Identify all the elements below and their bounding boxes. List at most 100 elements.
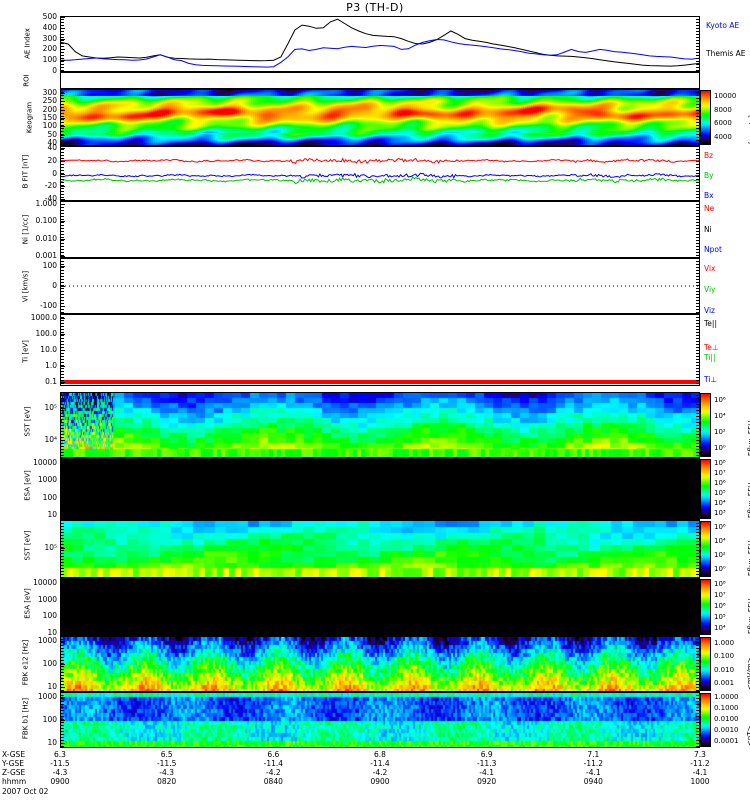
minor-tick <box>61 401 64 402</box>
ytick-keogram-5: 50 <box>47 129 57 139</box>
minor-tick <box>61 312 64 313</box>
minor-tick <box>61 491 64 492</box>
x-tick-hhmm-3: 0900 <box>370 777 390 786</box>
minor-tick <box>696 380 699 381</box>
minor-tick <box>696 237 699 238</box>
minor-tick <box>61 419 64 420</box>
minor-tick <box>61 626 64 627</box>
bfit-bz <box>61 157 699 165</box>
ytick-ni-2: 0.010 <box>35 233 57 243</box>
colorbar-fbk-b1 <box>700 693 711 747</box>
minor-tick <box>696 22 699 23</box>
tick-line <box>60 118 65 119</box>
minor-tick <box>61 201 64 202</box>
minor-tick <box>696 49 699 50</box>
minor-tick <box>61 371 64 372</box>
minor-tick <box>696 362 699 363</box>
panel-roi <box>60 72 700 89</box>
legend-vix: Vix <box>704 264 716 273</box>
minor-tick <box>61 134 64 135</box>
minor-tick <box>696 678 699 679</box>
tick-line <box>60 583 65 584</box>
minor-tick <box>61 743 64 744</box>
tick-line <box>60 616 65 618</box>
tick-line <box>60 408 65 409</box>
minor-tick <box>696 276 699 277</box>
minor-tick <box>61 297 64 298</box>
minor-tick <box>61 550 64 551</box>
x-tick-hhmm-0: 0900 <box>50 777 70 786</box>
minor-tick <box>696 494 699 495</box>
minor-tick <box>61 398 64 399</box>
legend-te-par: Te|| <box>704 319 717 328</box>
minor-tick <box>696 464 699 465</box>
x-tick-z_gse-0: -4.3 <box>52 768 68 777</box>
tick-line <box>60 463 65 464</box>
minor-tick <box>696 544 699 545</box>
minor-tick <box>696 746 699 747</box>
minor-tick <box>696 437 699 438</box>
minor-tick <box>696 110 699 111</box>
minor-tick <box>696 185 699 186</box>
minor-tick <box>696 596 699 597</box>
minor-tick <box>696 279 699 280</box>
minor-tick <box>696 500 699 501</box>
minor-tick <box>696 731 699 732</box>
minor-tick <box>696 512 699 513</box>
minor-tick <box>61 538 64 539</box>
minor-tick <box>61 482 64 483</box>
minor-tick <box>61 204 64 205</box>
minor-tick <box>696 350 699 351</box>
x-axis-row-label-2: Z-GSE <box>2 768 26 777</box>
minor-tick <box>61 590 64 591</box>
minor-tick <box>61 225 64 226</box>
minor-tick <box>61 562 64 563</box>
minor-tick <box>696 485 699 486</box>
minor-tick <box>61 188 64 189</box>
minor-tick <box>696 488 699 489</box>
bfit-by <box>61 176 699 185</box>
minor-tick <box>61 213 64 214</box>
minor-tick <box>61 267 64 268</box>
minor-tick <box>696 201 699 202</box>
minor-tick <box>696 687 699 688</box>
minor-tick <box>61 31 64 32</box>
minor-tick <box>61 446 64 447</box>
minor-tick <box>696 713 699 714</box>
minor-tick <box>61 95 64 96</box>
legend-themis-ae: Themis AE <box>706 49 746 58</box>
minor-tick <box>61 710 64 711</box>
cbtick-keogram-3: 4000 <box>714 133 732 142</box>
minor-tick <box>61 273 64 274</box>
tick-line <box>60 720 65 721</box>
minor-tick <box>61 282 64 283</box>
x-tick-y_gse-4: -11.3 <box>476 759 497 768</box>
minor-tick <box>61 131 64 132</box>
minor-tick <box>696 58 699 59</box>
ytick-ti-0: 1000.0 <box>30 313 57 322</box>
cbtick-sst-e-1: 10⁴ <box>714 412 726 420</box>
ytick-ni-0: 1.000 <box>35 199 57 208</box>
minor-tick <box>61 734 64 735</box>
minor-tick <box>696 28 699 29</box>
ytick-ae-1: 400 <box>42 22 57 32</box>
cbtick-sst-i-2: 10² <box>714 551 726 559</box>
minor-tick <box>61 473 64 474</box>
minor-tick <box>696 407 699 408</box>
minor-tick <box>61 216 64 217</box>
minor-tick <box>696 92 699 93</box>
minor-tick <box>61 413 64 414</box>
minor-tick <box>696 681 699 682</box>
x-tick-z_gse-1: -4.3 <box>159 768 174 777</box>
minor-tick <box>696 518 699 519</box>
minor-tick <box>61 556 64 557</box>
x-tick-z_gse-4: -4.1 <box>479 768 494 777</box>
minor-tick <box>696 267 699 268</box>
minor-tick <box>61 669 64 670</box>
minor-tick <box>696 306 699 307</box>
minor-tick <box>696 356 699 357</box>
minor-tick <box>696 584 699 585</box>
minor-tick <box>696 158 699 159</box>
minor-tick <box>61 40 64 41</box>
minor-tick <box>61 494 64 495</box>
